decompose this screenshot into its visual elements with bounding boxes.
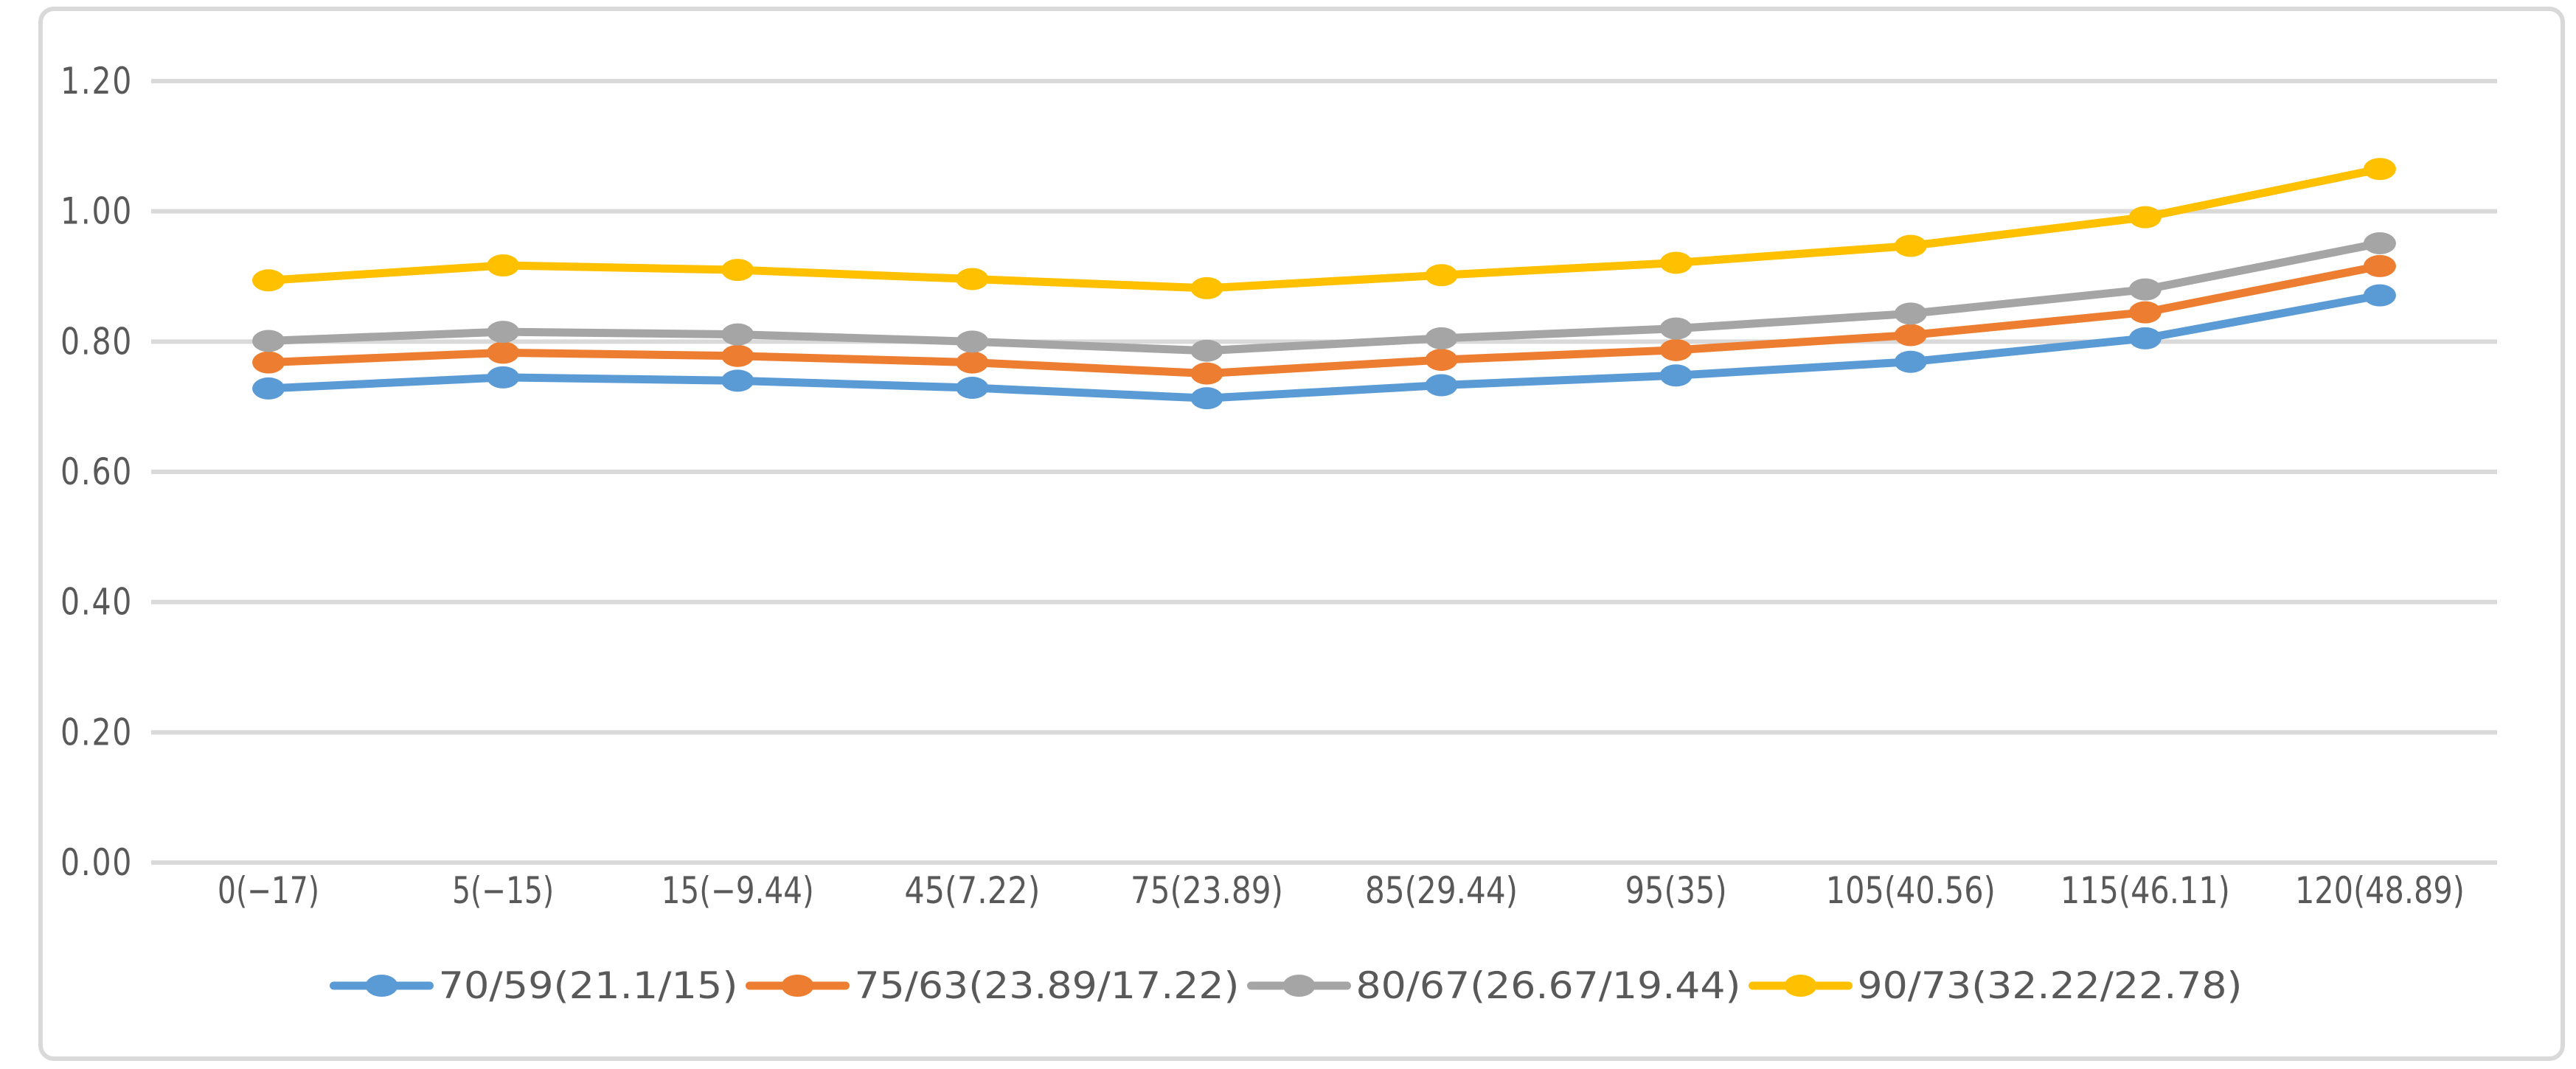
legend-item: 90/73(32.22/22.78)	[1749, 964, 2243, 1007]
series-line	[264, 262, 2384, 378]
series-marker	[1894, 234, 1927, 257]
x-tick-label: 85(29.44)	[1365, 869, 1518, 912]
y-tick-label: 0.00	[60, 841, 133, 884]
y-tick-label: 0.40	[60, 581, 133, 624]
series-marker	[2128, 301, 2162, 324]
series-line	[264, 164, 2384, 293]
y-tick-label: 0.80	[60, 320, 133, 363]
legend-marker	[781, 975, 814, 997]
series-marker	[252, 269, 285, 292]
series-marker	[252, 351, 285, 374]
series-marker	[2128, 278, 2162, 301]
y-tick-label: 0.60	[60, 450, 133, 493]
x-tick-label: 0(−17)	[218, 869, 319, 912]
series-marker	[721, 259, 754, 282]
series-marker	[721, 344, 754, 367]
x-tick-label: 120(48.89)	[2295, 869, 2465, 912]
series-marker	[1190, 362, 1223, 385]
series-marker	[1190, 387, 1223, 410]
series-marker	[1425, 264, 1458, 287]
x-tick-label: 95(35)	[1625, 869, 1727, 912]
legend-marker	[1784, 975, 1817, 997]
x-tick-label: 105(40.56)	[1826, 869, 1996, 912]
series-marker	[2363, 231, 2396, 254]
series-marker	[487, 341, 520, 364]
series-marker	[1659, 364, 1693, 387]
series-2	[252, 231, 2396, 362]
series-marker	[252, 377, 285, 400]
series-marker	[956, 377, 989, 400]
series-marker	[1190, 276, 1223, 299]
legend-item: 75/63(23.89/17.22)	[746, 964, 1240, 1007]
series-marker	[721, 369, 754, 392]
legend-label: 75/63(23.89/17.22)	[855, 964, 1240, 1007]
series-marker	[1425, 349, 1458, 372]
series-marker	[956, 351, 989, 374]
series-line	[264, 239, 2384, 355]
series-marker	[252, 330, 285, 352]
series-0	[252, 284, 2396, 410]
series-marker	[487, 366, 520, 389]
legend-marker	[1282, 975, 1316, 997]
y-tick-label: 1.00	[60, 190, 133, 233]
y-tick-label: 1.20	[60, 60, 133, 102]
chart-border	[38, 7, 2565, 1061]
series-marker	[487, 321, 520, 344]
series-line	[264, 291, 2384, 403]
legend-label: 80/67(26.67/19.44)	[1356, 964, 1741, 1007]
x-tick-label: 115(46.11)	[2061, 869, 2230, 912]
series-marker	[2128, 206, 2162, 229]
series-marker	[2363, 158, 2396, 181]
x-tick-label: 15(−9.44)	[662, 869, 814, 912]
series-marker	[2128, 327, 2162, 349]
x-tick-label: 5(−15)	[452, 869, 554, 912]
legend-item: 80/67(26.67/19.44)	[1247, 964, 1741, 1007]
legend-label: 70/59(21.1/15)	[439, 964, 738, 1007]
series-marker	[1659, 317, 1693, 340]
series-marker	[721, 323, 754, 346]
series-marker	[1894, 350, 1927, 373]
legend-marker	[365, 975, 398, 997]
series-marker	[1190, 339, 1223, 362]
series-marker	[1894, 324, 1927, 347]
series-marker	[1425, 327, 1458, 349]
legend-label: 90/73(32.22/22.78)	[1858, 964, 2243, 1007]
series-marker	[956, 330, 989, 353]
series-marker	[2363, 254, 2396, 277]
series-marker	[1659, 338, 1693, 361]
series-1	[252, 254, 2396, 385]
series-marker	[2363, 284, 2396, 307]
series-marker	[956, 268, 989, 290]
legend-item: 70/59(21.1/15)	[330, 964, 738, 1007]
series-marker	[1425, 374, 1458, 397]
x-tick-label: 75(23.89)	[1131, 869, 1283, 912]
series-3	[252, 158, 2396, 299]
y-tick-label: 0.20	[60, 711, 133, 753]
series-marker	[1659, 251, 1693, 274]
series-marker	[487, 254, 520, 276]
x-tick-label: 45(7.22)	[904, 869, 1040, 912]
series-marker	[1894, 302, 1927, 325]
